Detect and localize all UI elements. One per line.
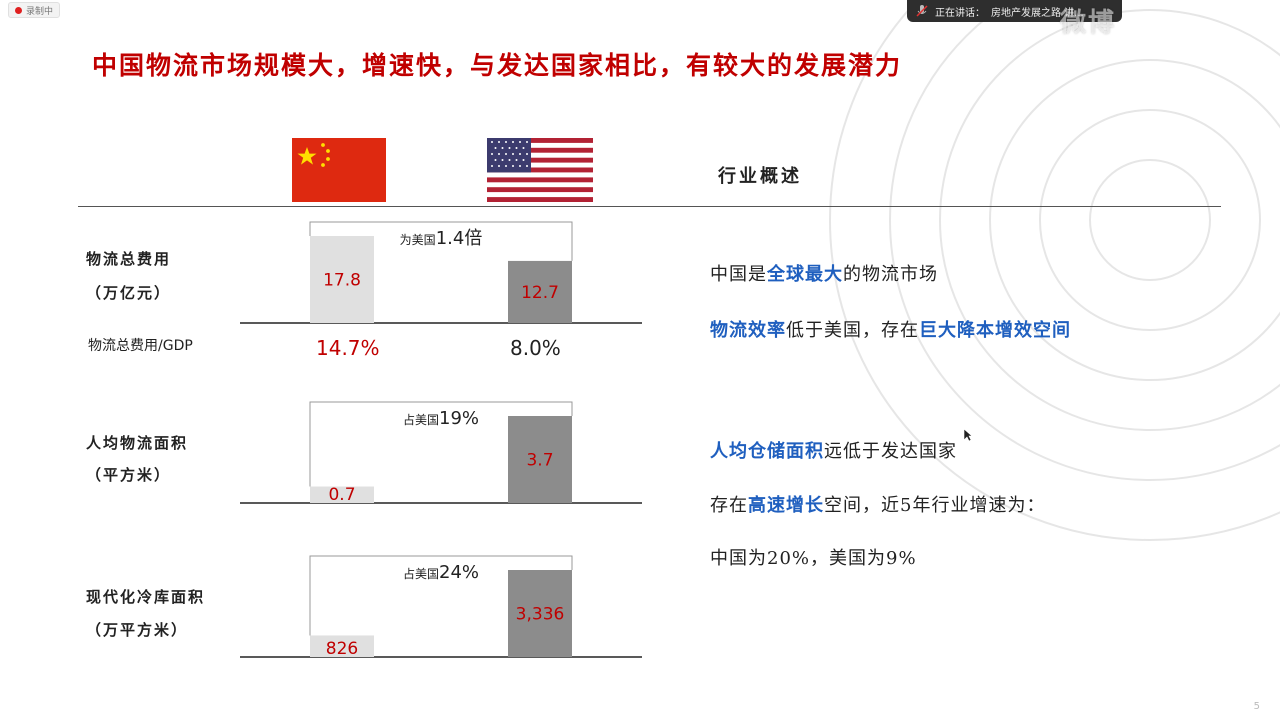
bullet-text: 远低于发达国家: [824, 441, 957, 462]
chart-cold-storage: 826 3,336 占美国24%: [240, 555, 642, 659]
bullet-text: 低于美国，存在: [786, 320, 919, 341]
highlighted-text: 巨大降本增效空间: [919, 320, 1071, 341]
value-label-usa: 12.7: [521, 283, 559, 303]
comparison-bracket: [309, 221, 573, 261]
bullet-text: 空间，近5年行业增速为：: [824, 495, 1046, 516]
page-number: 5: [1253, 701, 1260, 712]
bullet-text: 的物流市场: [843, 264, 938, 285]
value-label-china: 17.8: [323, 271, 361, 291]
bullet-5: 中国为20%，美国为9%: [710, 544, 917, 570]
row1-sub-label: 物流总费用/GDP: [88, 338, 193, 354]
row2-label: 人均物流面积: [86, 434, 189, 452]
row3-label: 现代化冷库面积: [86, 588, 206, 606]
comparison-label: 为美国1.4倍: [400, 228, 483, 249]
bar-usa: [508, 570, 572, 657]
speaker-label: 正在讲话：: [935, 7, 985, 19]
recording-indicator[interactable]: 录制中: [8, 2, 61, 18]
highlighted-text: 物流效率: [710, 320, 786, 341]
ratio-china: 14.7%: [316, 336, 380, 360]
bar-china: [310, 635, 374, 657]
watermark: 微博: [1060, 8, 1117, 38]
highlighted-text: 全球最大: [767, 264, 843, 285]
value-label-china: 0.7: [328, 485, 355, 505]
row2-unit: （平方米）: [86, 466, 172, 484]
row1-unit: （万亿元）: [86, 284, 172, 302]
bullet-3: 人均仓储面积远低于发达国家: [710, 437, 957, 463]
bar-china: [310, 486, 374, 503]
value-label-china: 826: [326, 639, 358, 659]
usa-flag: [487, 138, 593, 202]
speaker-name: 房地产发展之路 讲...: [991, 7, 1084, 19]
china-flag: [292, 138, 386, 202]
bullet-text: 中国为20%，美国为9%: [710, 548, 917, 569]
row3-unit: （万平方米）: [86, 621, 189, 639]
highlighted-text: 高速增长: [748, 495, 824, 516]
highlighted-text: 人均仓储面积: [710, 441, 824, 462]
comparison-bracket: [309, 555, 573, 636]
comparison-label: 占美国19%: [403, 408, 479, 429]
chart-logistics-cost: 17.8 12.7 为美国1.4倍: [240, 221, 642, 324]
speaker-overlay[interactable]: 正在讲话： 房地产发展之路 讲...: [907, 0, 1122, 22]
bullet-4: 存在高速增长空间，近5年行业增速为：: [710, 491, 1045, 517]
bullet-text: 中国是: [710, 264, 767, 285]
value-label-usa: 3,336: [516, 605, 565, 625]
bar-usa: [508, 416, 572, 503]
overview-heading: 行业概述: [718, 166, 802, 187]
record-dot-icon: [15, 6, 22, 14]
recording-label: 录制中: [26, 6, 54, 17]
ratio-usa: 8.0%: [510, 336, 561, 360]
row1-label: 物流总费用: [86, 250, 172, 268]
comparison-bracket: [309, 401, 573, 487]
bar-china: [310, 236, 374, 323]
slide-title: 中国物流市场规模大，增速快，与发达国家相比，有较大的发展潜力: [92, 51, 903, 80]
bullet-2: 物流效率低于美国，存在巨大降本增效空间: [710, 316, 1071, 342]
bullet-text: 存在: [710, 495, 748, 516]
bar-usa: [508, 260, 572, 323]
chart-area-per-capita: 0.7 3.7 占美国19%: [240, 401, 642, 505]
comparison-label: 占美国24%: [403, 562, 479, 583]
mouse-cursor-icon: [963, 428, 973, 442]
muted-mic-icon: [916, 5, 928, 17]
bullet-1: 中国是全球最大的物流市场: [710, 260, 938, 286]
header-divider: [78, 206, 1221, 207]
value-label-usa: 3.7: [526, 451, 553, 471]
